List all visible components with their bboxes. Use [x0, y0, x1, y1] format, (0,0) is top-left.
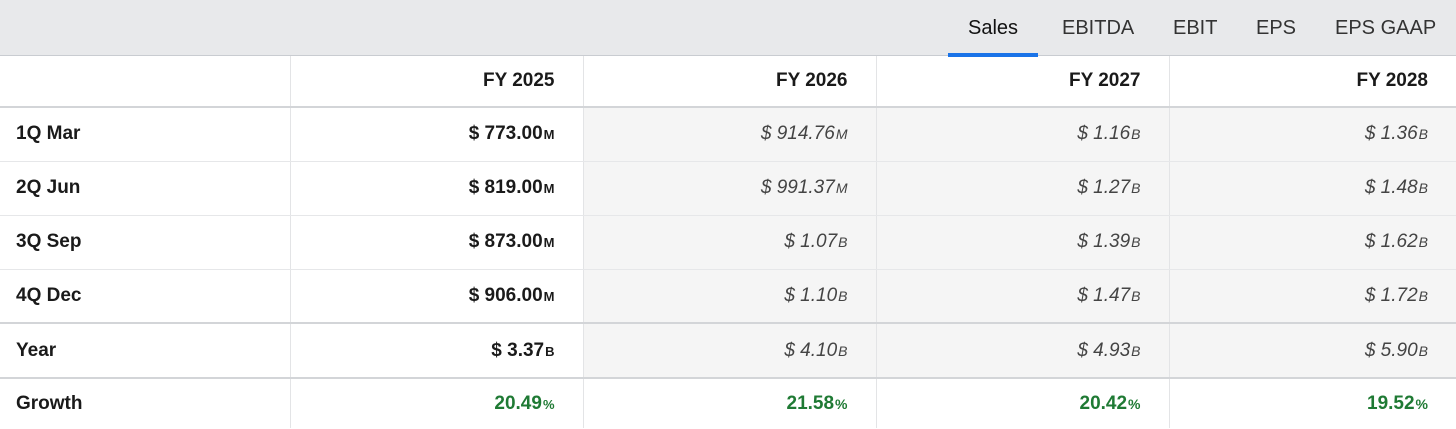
cell-unit: B [1131, 234, 1141, 250]
cell-unit: M [835, 180, 848, 196]
table-cell: $ 873.00M [289, 215, 583, 270]
table-cell: $ 1.47B [875, 269, 1169, 324]
header-blank [0, 56, 290, 108]
tab-eps[interactable]: EPS [1256, 17, 1297, 39]
table-cell: $ 1.39B [875, 215, 1169, 270]
table-row: 4Q Dec $ 906.00M $ 1.10B $ 1.47B $ 1.72B [0, 269, 1456, 324]
cell-unit: M [543, 181, 555, 196]
row-label: Year [0, 322, 290, 379]
cell-unit: B [838, 234, 848, 250]
table-cell: $ 906.00M [289, 269, 583, 324]
cell-value: $ 5.90 [1364, 339, 1418, 361]
table-cell: 19.52% [1168, 377, 1456, 428]
cell-value: $ 773.00 [468, 123, 543, 145]
table-cell: $ 1.27B [875, 161, 1169, 216]
tab-ebit[interactable]: EBIT [1173, 17, 1218, 39]
cell-value: $ 1.39 [1077, 231, 1131, 252]
cell-unit: % [1415, 395, 1428, 412]
cell-unit: B [838, 287, 848, 304]
metric-tab-bar: Sales EBITDA EBIT EPS EPS GAAP [0, 0, 1456, 57]
cell-value: $ 914.76 [760, 123, 835, 145]
cell-value: 19.52 [1367, 392, 1415, 414]
cell-unit: B [1131, 180, 1141, 196]
cell-value: $ 4.93 [1077, 339, 1131, 361]
cell-value: 21.58 [786, 392, 835, 414]
table-cell: $ 1.72B [1168, 269, 1456, 324]
cell-unit: B [1418, 234, 1428, 250]
table-row: Growth 20.49% 21.58% 20.42% 19.52% [0, 377, 1456, 428]
cell-unit: M [835, 126, 848, 143]
cell-unit: B [1418, 342, 1428, 359]
table-cell: $ 991.37M [582, 161, 876, 216]
row-label: 2Q Jun [0, 161, 290, 216]
sales-estimates-table: FY 2025 FY 2026 FY 2027 FY 2028 1Q Mar $ … [0, 56, 1456, 428]
table-cell: 20.49% [289, 377, 583, 428]
table-cell: $ 4.10B [582, 322, 876, 379]
row-label: 3Q Sep [0, 215, 290, 270]
table-row: 3Q Sep $ 873.00M $ 1.07B $ 1.39B $ 1.62B [0, 215, 1456, 270]
cell-unit: % [542, 396, 555, 412]
cell-value: 20.42 [1079, 392, 1128, 414]
cell-unit: M [543, 235, 555, 250]
cell-value: $ 1.16 [1077, 123, 1131, 145]
cell-value: $ 1.27 [1077, 177, 1131, 198]
table-cell: $ 1.10B [582, 269, 876, 324]
table-row: 1Q Mar $ 773.00M $ 914.76M $ 1.16B $ 1.36B [0, 107, 1456, 162]
table-row: 2Q Jun $ 819.00M $ 991.37M $ 1.27B $ 1.48B [0, 161, 1456, 216]
cell-unit: M [543, 288, 555, 304]
cell-value: 20.49 [494, 392, 542, 414]
table-cell: $ 5.90B [1168, 322, 1456, 379]
row-label: 4Q Dec [0, 269, 290, 324]
table-cell: $ 1.07B [582, 215, 876, 270]
table-header-row: FY 2025 FY 2026 FY 2027 FY 2028 [0, 56, 1456, 108]
cell-value: $ 4.10 [784, 339, 838, 361]
cell-unit: B [545, 343, 555, 359]
header-fy2027: FY 2027 [875, 56, 1169, 108]
cell-value: $ 1.47 [1077, 284, 1131, 306]
cell-unit: B [1418, 126, 1428, 143]
cell-value: $ 3.37 [491, 339, 545, 361]
table-row: Year $ 3.37B $ 4.10B $ 4.93B $ 5.90B [0, 322, 1456, 379]
cell-value: $ 991.37 [760, 177, 835, 198]
cell-value: $ 1.48 [1364, 177, 1418, 198]
cell-value: $ 819.00 [468, 177, 543, 198]
table-cell: 20.42% [875, 377, 1169, 428]
table-cell: $ 773.00M [289, 107, 583, 162]
table-cell: $ 1.48B [1168, 161, 1456, 216]
cell-value: $ 873.00 [468, 231, 543, 252]
tab-ebitda[interactable]: EBITDA [1062, 17, 1135, 39]
header-fy2026: FY 2026 [582, 56, 876, 108]
row-label: Growth [0, 377, 290, 428]
cell-value: $ 1.72 [1364, 284, 1418, 306]
cell-value: $ 1.36 [1364, 123, 1418, 145]
table-cell: $ 914.76M [582, 107, 876, 162]
table-cell: $ 1.62B [1168, 215, 1456, 270]
header-fy2025: FY 2025 [289, 56, 583, 108]
cell-value: $ 1.10 [784, 284, 838, 306]
cell-unit: B [1131, 126, 1141, 143]
cell-value: $ 906.00 [468, 284, 543, 306]
cell-unit: B [1418, 180, 1428, 196]
cell-unit: B [1131, 342, 1141, 359]
table-cell: $ 819.00M [289, 161, 583, 216]
header-fy2028: FY 2028 [1168, 56, 1456, 108]
cell-value: $ 1.62 [1364, 231, 1418, 252]
tab-sales[interactable]: Sales [947, 0, 1039, 57]
cell-unit: B [1131, 287, 1141, 304]
cell-unit: % [1128, 395, 1141, 412]
table-cell: 21.58% [582, 377, 876, 428]
row-label: 1Q Mar [0, 107, 290, 162]
cell-unit: % [835, 395, 848, 412]
table-cell: $ 4.93B [875, 322, 1169, 379]
cell-unit: M [543, 127, 555, 143]
table-cell: $ 3.37B [289, 322, 583, 379]
cell-unit: B [838, 342, 848, 359]
table-cell: $ 1.16B [875, 107, 1169, 162]
cell-unit: B [1418, 287, 1428, 304]
cell-value: $ 1.07 [784, 231, 838, 252]
tab-eps-gaap[interactable]: EPS GAAP [1335, 17, 1437, 39]
table-cell: $ 1.36B [1168, 107, 1456, 162]
